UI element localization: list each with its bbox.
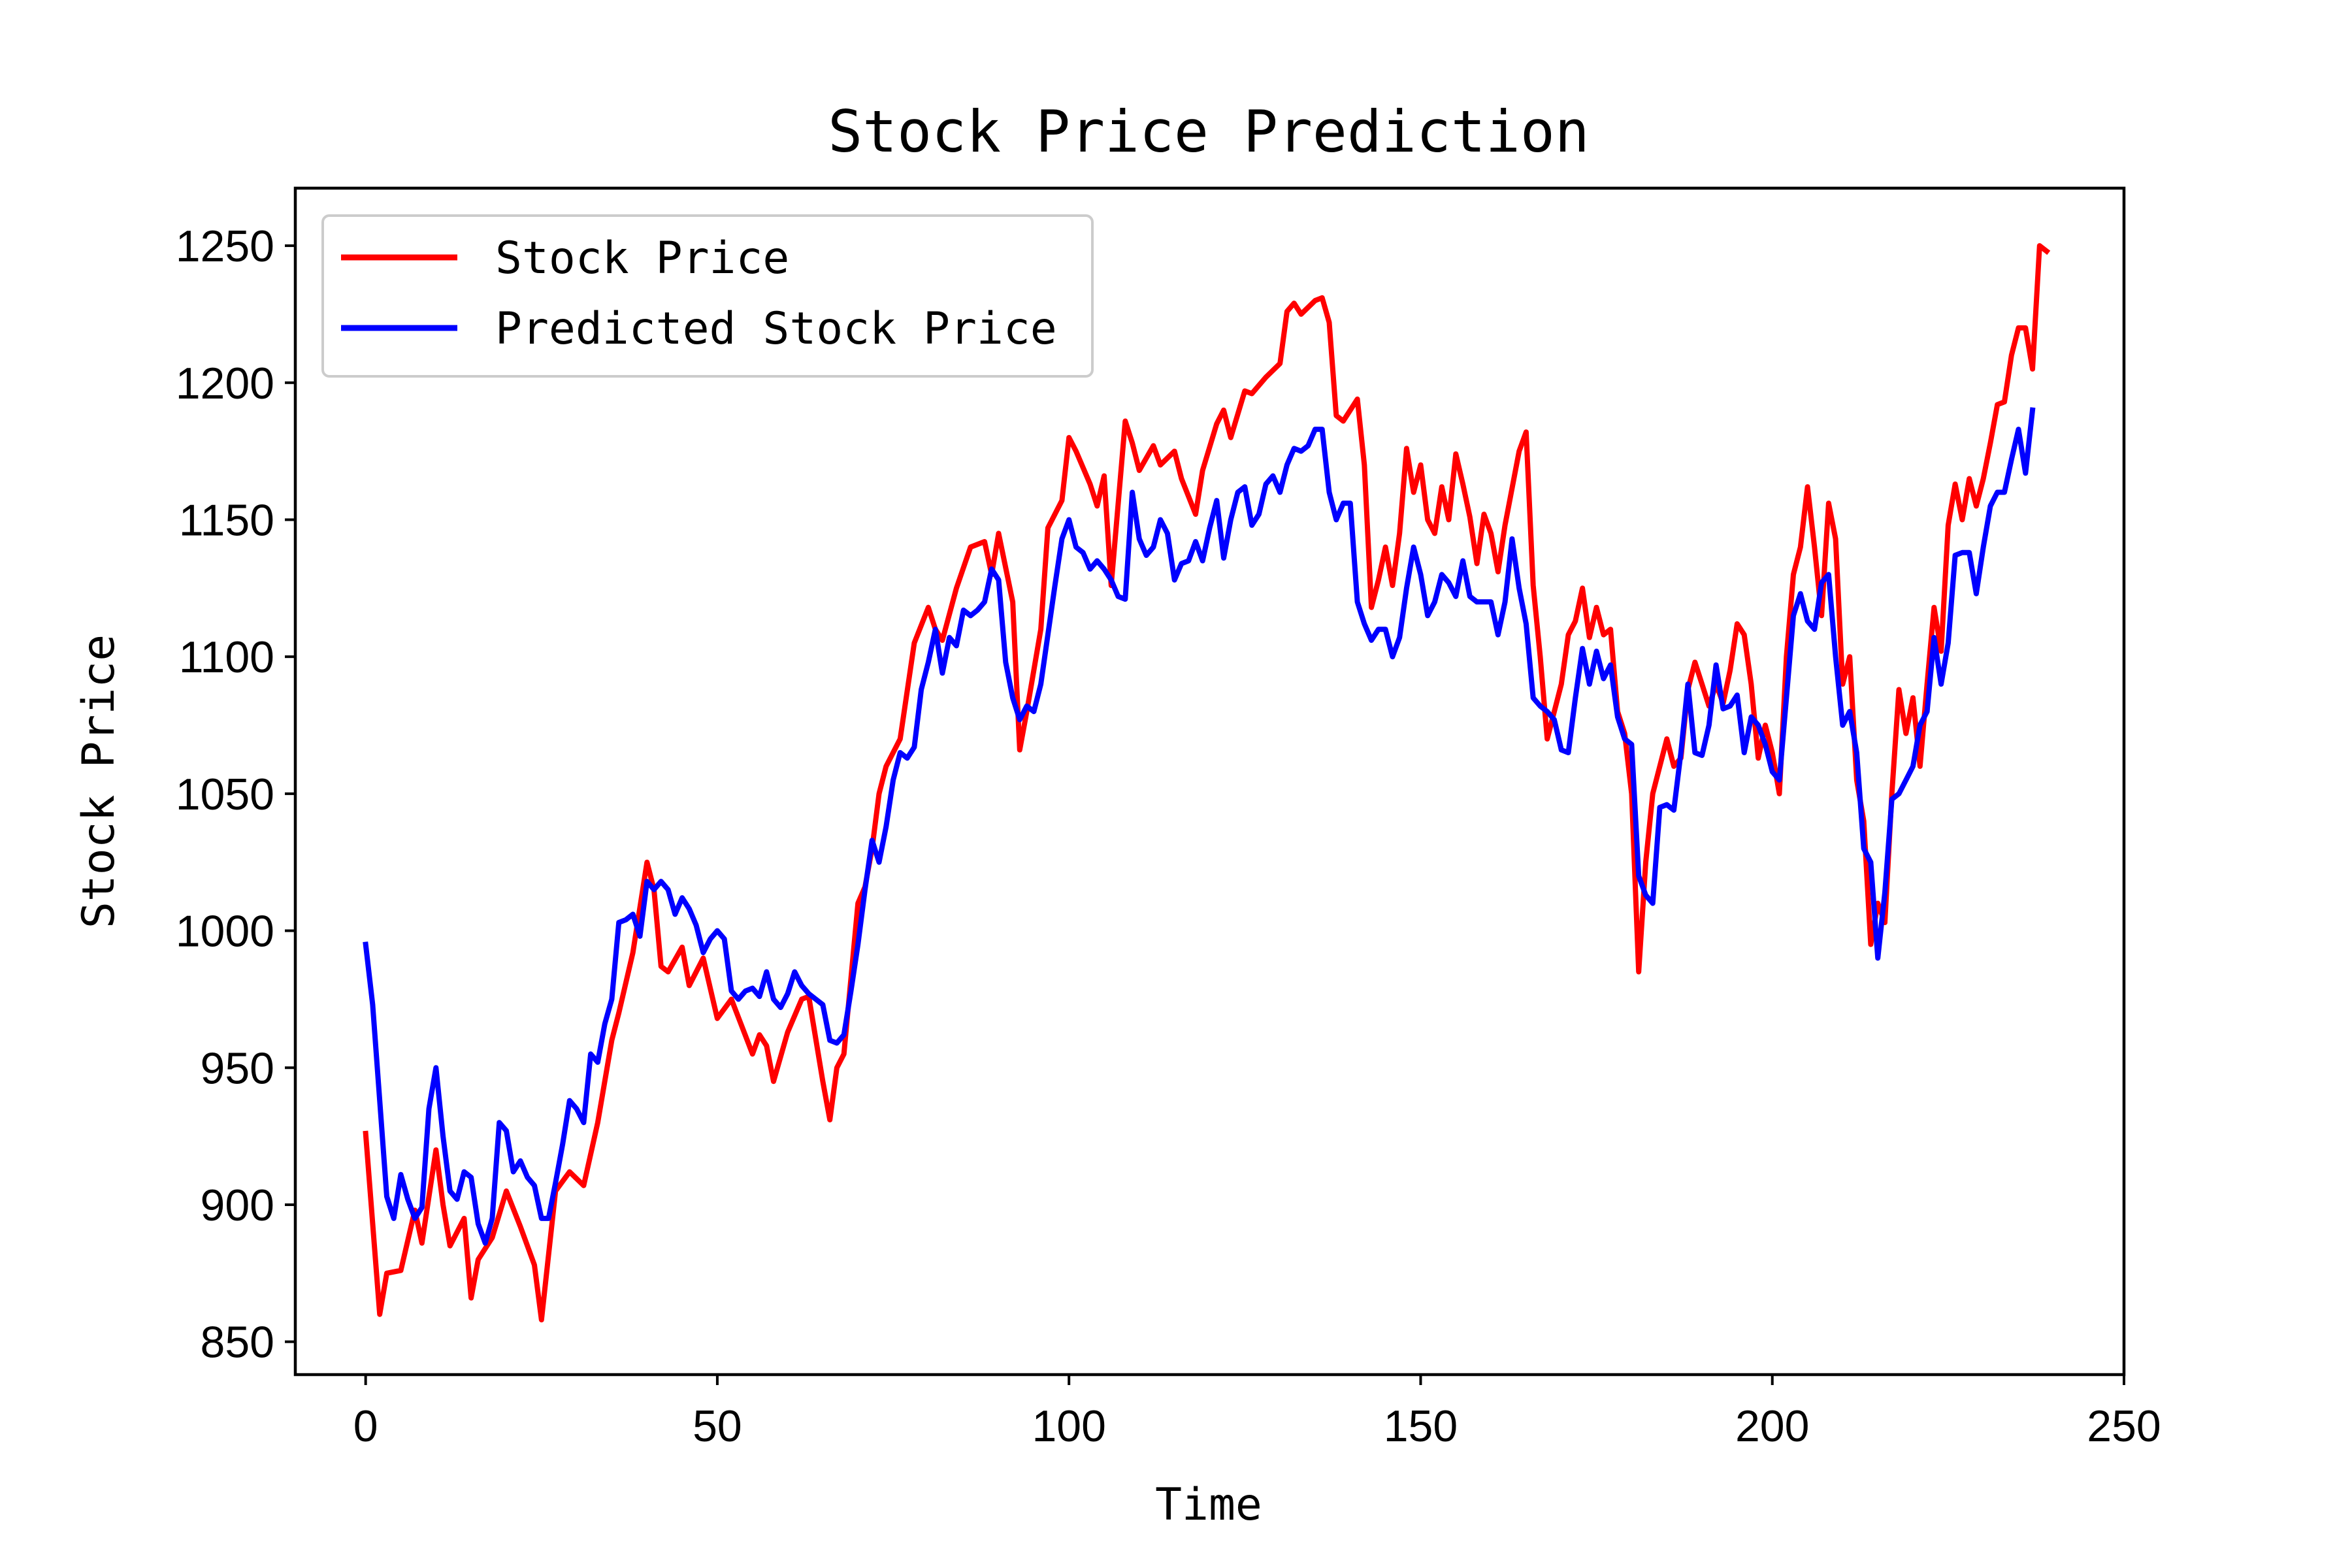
y-tick-label: 950 — [201, 1043, 274, 1093]
x-axis-label: Time — [1155, 1479, 1262, 1531]
legend-label-predicted-stock-price: Predicted Stock Price — [495, 303, 1057, 355]
series-layer — [363, 243, 2051, 1323]
series-line-predicted-stock-price — [363, 407, 2036, 1246]
y-tick-label: 900 — [201, 1181, 274, 1230]
y-tick-label: 1200 — [176, 359, 274, 408]
y-tick-label: 1050 — [176, 770, 274, 819]
legend-box — [321, 214, 1094, 378]
plot-frame — [293, 186, 2126, 1377]
x-tick-label: 50 — [693, 1401, 742, 1451]
chart-title: Stock Price Prediction — [828, 98, 1590, 165]
legend-label-stock-price: Stock Price — [495, 233, 789, 284]
x-tick-label: 150 — [1384, 1401, 1458, 1451]
y-tick-label: 850 — [201, 1318, 274, 1367]
y-tick-label: 1150 — [179, 495, 274, 545]
legend: Stock Price Predicted Stock Price — [321, 214, 1094, 378]
y-axis-label: Stock Price — [73, 634, 125, 928]
x-axis-ticks: 0 50 100 150 200 250 — [353, 1375, 2161, 1451]
series-line-stock-price — [363, 243, 2051, 1323]
x-tick-label: 200 — [1735, 1401, 1809, 1451]
y-tick-label: 1100 — [179, 632, 274, 682]
y-tick-label: 1250 — [176, 221, 274, 271]
x-tick-label: 0 — [353, 1401, 378, 1451]
y-axis-ticks: 850 900 950 1000 1050 1100 1150 1200 1250 — [176, 221, 295, 1367]
x-tick-label: 100 — [1032, 1401, 1105, 1451]
x-tick-label: 250 — [2087, 1401, 2161, 1451]
y-tick-label: 1000 — [176, 907, 274, 956]
